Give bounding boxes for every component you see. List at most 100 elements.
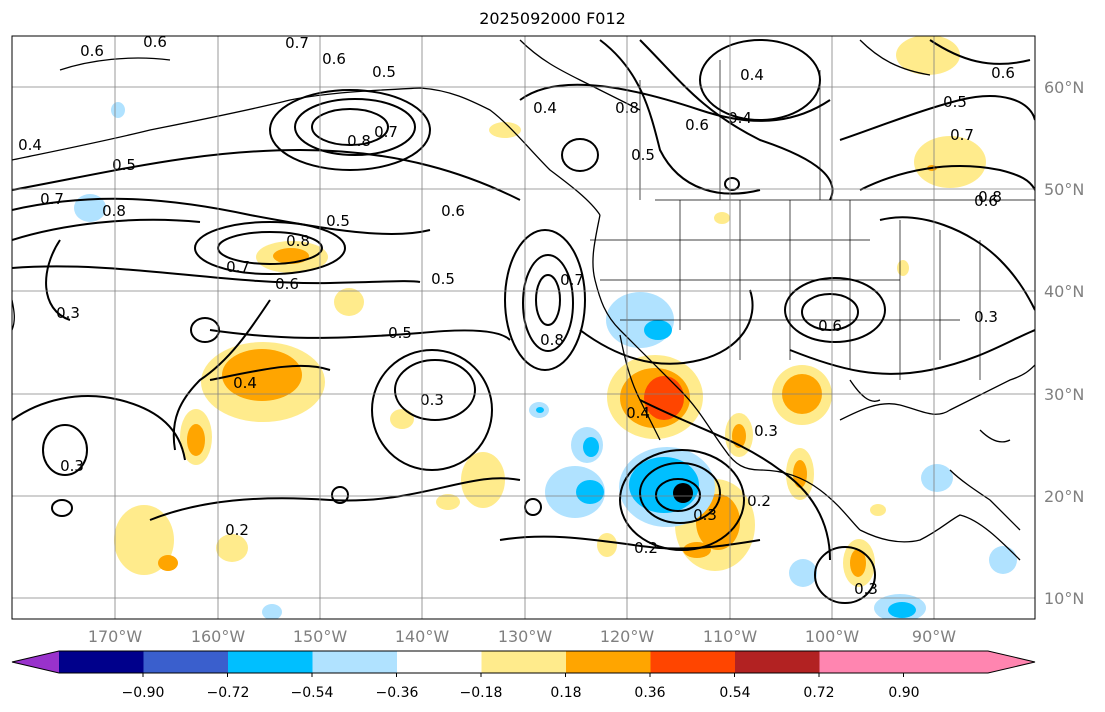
coastline — [12, 87, 601, 216]
coastline — [859, 39, 931, 76]
contour-line — [504, 229, 586, 371]
contour-line — [839, 95, 1035, 141]
shade-lightblue — [262, 604, 282, 619]
shade-red — [644, 376, 684, 420]
shade-yellow — [216, 534, 248, 562]
latitude-tick-label: 20°N — [1044, 487, 1084, 506]
shade-yellow — [870, 504, 886, 516]
contour-label: 0.5 — [431, 270, 455, 288]
contour-label: 0.5 — [326, 212, 350, 230]
colorbar-tick-label: −0.90 — [122, 685, 165, 701]
contour-line — [51, 499, 73, 517]
contour-line — [801, 293, 859, 331]
contour-line — [12, 148, 521, 201]
contour-line — [879, 216, 1035, 311]
colorbar-tick-label: 0.18 — [550, 685, 581, 701]
longitude-tick-label: 90°W — [912, 627, 956, 646]
colorbar-outline — [11, 650, 1036, 674]
coastline — [519, 39, 641, 111]
shade-yellow — [114, 505, 174, 575]
shade-blue — [576, 480, 604, 504]
colorbar-swatch — [566, 651, 651, 673]
contour-label: 0.6 — [991, 64, 1015, 82]
shade-yellow — [897, 260, 909, 276]
shade-lightblue — [111, 102, 125, 118]
contour-label: 0.3 — [420, 391, 444, 409]
figure-title: 2025092000 F012 — [479, 9, 626, 28]
contour-line — [12, 395, 186, 461]
shading-layer — [74, 36, 1017, 619]
shade-blue — [644, 320, 672, 340]
contour-label: 0.6 — [80, 42, 104, 60]
shade-blue — [536, 407, 544, 413]
contour-label: 0.3 — [854, 580, 878, 598]
colorbar-swatch — [12, 651, 59, 673]
contour-line — [655, 478, 701, 512]
contour-line — [42, 424, 88, 476]
shade-lightblue — [789, 559, 817, 587]
contour-label: 0.5 — [388, 324, 412, 342]
longitude-tick-label: 170°W — [88, 627, 143, 646]
coastline — [839, 364, 1035, 421]
contour-line — [12, 197, 431, 236]
contour-line — [639, 39, 834, 201]
longitude-tick-label: 100°W — [805, 627, 860, 646]
longitude-tick-label: 120°W — [600, 627, 655, 646]
shade-orange — [850, 549, 866, 577]
longitude-ticks: 170°W 160°W 150°W 140°W 130°W 120°W 110°… — [88, 627, 956, 646]
map-frame — [11, 35, 1036, 620]
contour-line — [639, 462, 721, 524]
shade-yellow — [489, 122, 521, 138]
contour-line — [724, 177, 740, 191]
contour-label: 0.2 — [747, 492, 771, 510]
colorbar-swatch — [59, 651, 144, 673]
colorbar-tick-label: −0.54 — [291, 685, 334, 701]
contour-line — [12, 218, 201, 241]
contour-label: 0.6 — [322, 50, 346, 68]
contour-label-layer: 0.6 0.6 0.7 0.6 0.5 0.8 0.7 0.4 0.5 0.7 … — [18, 34, 1015, 598]
contour-label: 0.2 — [225, 521, 249, 539]
contour-label: 0.8 — [347, 132, 371, 150]
contour-label: 0.7 — [374, 123, 398, 141]
coastline — [59, 57, 171, 71]
colorbar-labels: −0.90 −0.72 −0.54 −0.36 −0.18 0.18 0.36 … — [122, 685, 920, 701]
contour-label: 0.4 — [533, 99, 557, 117]
contour-label: 0.5 — [943, 93, 967, 111]
contour-line — [789, 329, 1035, 375]
shade-yellow — [896, 36, 960, 75]
contour-line — [294, 98, 416, 156]
contour-label: 0.8 — [102, 202, 126, 220]
contour-label: 0.5 — [112, 156, 136, 174]
colorbar-tick-label: 0.54 — [719, 685, 750, 701]
colorbar-swatch — [481, 651, 567, 673]
contour-label: 0.3 — [56, 304, 80, 322]
shade-lightblue — [74, 194, 106, 222]
contour-line — [859, 165, 1035, 191]
contour-label: 0.6 — [818, 317, 842, 335]
contour-line — [149, 477, 521, 521]
latitude-tick-label: 30°N — [1044, 385, 1084, 404]
state-borders — [590, 60, 1035, 380]
contour-label: 0.5 — [631, 146, 655, 164]
contour-label: 0.6 — [974, 192, 998, 210]
shade-yellow — [436, 494, 460, 510]
contour-line — [209, 329, 511, 341]
colorbar-swatch — [735, 651, 820, 673]
shade-orange — [222, 349, 302, 401]
contour-line — [45, 239, 71, 321]
contour-line — [194, 221, 346, 275]
colorbar-swatch — [143, 651, 229, 673]
contour-line — [172, 299, 271, 451]
shade-yellow — [597, 533, 617, 557]
colorbar-tick-label: −0.72 — [207, 685, 250, 701]
coastline — [592, 214, 861, 531]
storm-center-marker — [673, 483, 693, 503]
contour-label: 0.4 — [728, 109, 752, 127]
contour-line — [929, 39, 1031, 65]
latitude-tick-label: 60°N — [1044, 78, 1084, 97]
contour-label: 0.7 — [285, 34, 309, 52]
contour-label: 0.8 — [978, 188, 1002, 206]
contour-line — [561, 138, 599, 172]
contour-label: 0.7 — [950, 126, 974, 144]
contour-line — [535, 274, 561, 326]
